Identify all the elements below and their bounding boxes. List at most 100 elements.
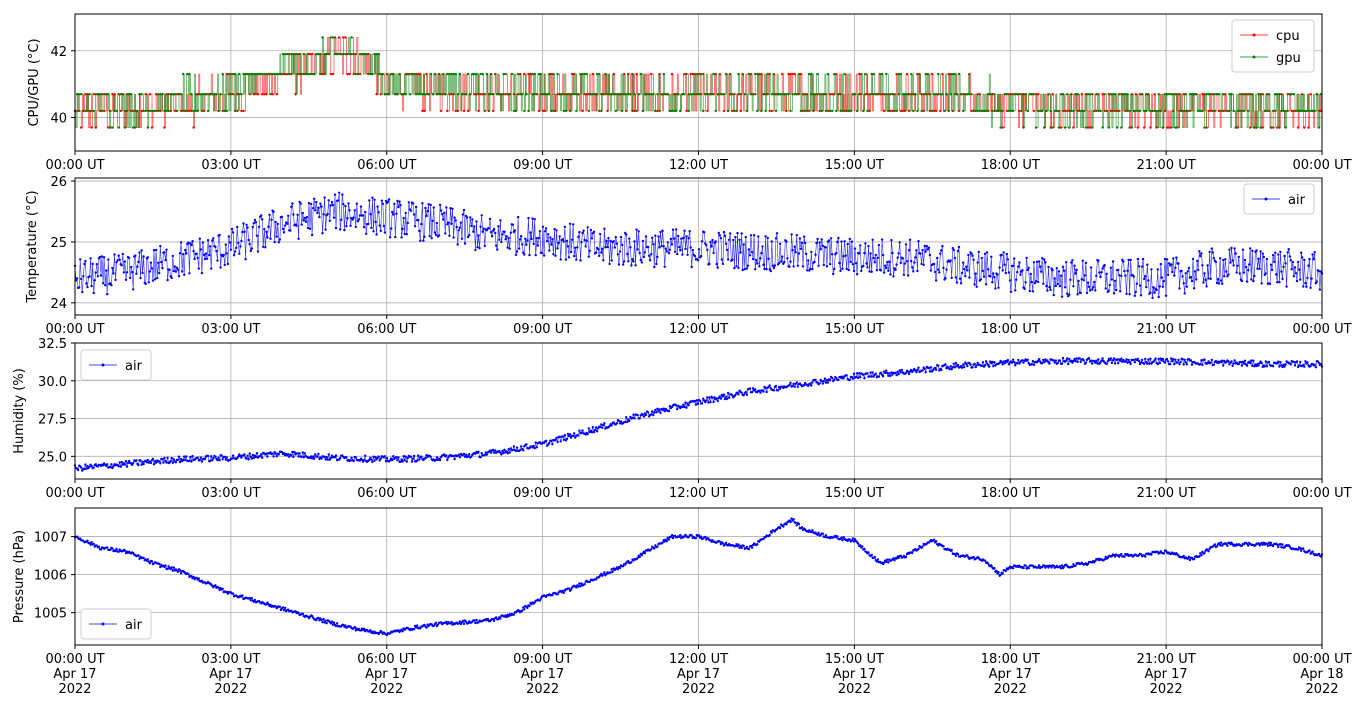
data-point xyxy=(391,459,393,461)
data-point xyxy=(1014,93,1016,95)
data-point xyxy=(775,110,777,112)
data-point xyxy=(671,243,673,245)
data-point xyxy=(457,243,459,245)
data-point xyxy=(637,248,639,250)
data-point xyxy=(638,230,640,232)
data-point xyxy=(194,110,196,112)
data-point xyxy=(1140,553,1142,555)
data-point xyxy=(269,93,271,95)
data-point xyxy=(728,239,730,241)
data-point xyxy=(1122,260,1124,262)
data-point xyxy=(394,236,396,238)
data-point xyxy=(1109,284,1111,286)
data-point xyxy=(106,546,108,548)
data-point xyxy=(1239,110,1241,112)
data-point xyxy=(1180,110,1182,112)
data-point xyxy=(279,238,281,240)
data-point xyxy=(1198,555,1200,557)
data-point xyxy=(1007,258,1009,260)
data-point xyxy=(1056,110,1058,112)
data-point xyxy=(1153,292,1155,294)
data-point xyxy=(840,537,842,539)
data-point xyxy=(338,192,340,194)
data-point xyxy=(944,363,946,365)
data-point xyxy=(924,368,926,370)
data-point xyxy=(744,93,746,95)
data-point xyxy=(1048,286,1050,288)
data-point xyxy=(1055,359,1057,361)
data-point xyxy=(917,367,919,369)
data-point xyxy=(708,263,710,265)
data-point xyxy=(459,73,461,75)
data-point xyxy=(155,249,157,251)
data-point xyxy=(972,556,974,558)
data-point xyxy=(747,265,749,267)
data-point xyxy=(956,281,958,283)
data-point xyxy=(301,73,303,75)
data-point xyxy=(743,545,745,547)
data-point xyxy=(1090,359,1092,361)
data-point xyxy=(771,531,773,533)
data-point xyxy=(528,254,530,256)
data-point xyxy=(756,543,758,545)
data-point xyxy=(1247,544,1249,546)
data-point xyxy=(478,247,480,249)
data-point xyxy=(188,460,190,462)
data-point xyxy=(877,257,879,259)
data-point xyxy=(783,93,785,95)
data-point xyxy=(278,73,280,75)
data-point xyxy=(458,229,460,231)
data-point xyxy=(183,455,185,457)
data-point xyxy=(203,254,205,256)
data-point xyxy=(80,278,82,280)
data-point xyxy=(1079,357,1081,359)
data-point xyxy=(621,110,623,112)
data-point xyxy=(254,219,256,221)
data-point xyxy=(526,239,528,241)
data-point xyxy=(161,267,163,269)
data-point xyxy=(962,261,964,263)
x-tick-label: 12:00 UT xyxy=(669,486,728,501)
data-point xyxy=(929,254,931,256)
data-point xyxy=(1101,357,1103,359)
data-point xyxy=(1160,263,1162,265)
data-point xyxy=(982,270,984,272)
data-point xyxy=(149,562,151,564)
data-point xyxy=(935,540,937,542)
data-point xyxy=(950,259,952,261)
data-point xyxy=(817,532,819,534)
data-point xyxy=(551,238,553,240)
data-point xyxy=(757,235,759,237)
data-point xyxy=(1068,126,1070,128)
data-point xyxy=(762,93,764,95)
data-point xyxy=(935,93,937,95)
data-point xyxy=(1085,126,1087,128)
data-point xyxy=(1203,126,1205,128)
data-point xyxy=(638,93,640,95)
data-point xyxy=(412,202,414,204)
data-point xyxy=(406,460,408,462)
data-point xyxy=(1277,546,1279,548)
data-point xyxy=(1269,544,1271,546)
x-tick-label: 12:00 UT xyxy=(669,652,728,667)
data-point xyxy=(1297,110,1299,112)
data-point xyxy=(585,245,587,247)
data-point xyxy=(650,253,652,255)
data-point xyxy=(1299,361,1301,363)
data-point xyxy=(991,110,993,112)
data-point xyxy=(939,110,941,112)
data-point xyxy=(346,217,348,219)
data-point xyxy=(159,462,161,464)
data-point xyxy=(548,249,550,251)
data-point xyxy=(364,455,366,457)
data-point xyxy=(534,218,536,220)
data-point xyxy=(579,259,581,261)
data-point xyxy=(444,232,446,234)
data-point xyxy=(860,270,862,272)
data-point xyxy=(816,73,818,75)
data-point xyxy=(536,237,538,239)
data-point xyxy=(493,620,495,622)
data-point xyxy=(848,110,850,112)
data-point xyxy=(1084,274,1086,276)
data-point xyxy=(425,73,427,75)
